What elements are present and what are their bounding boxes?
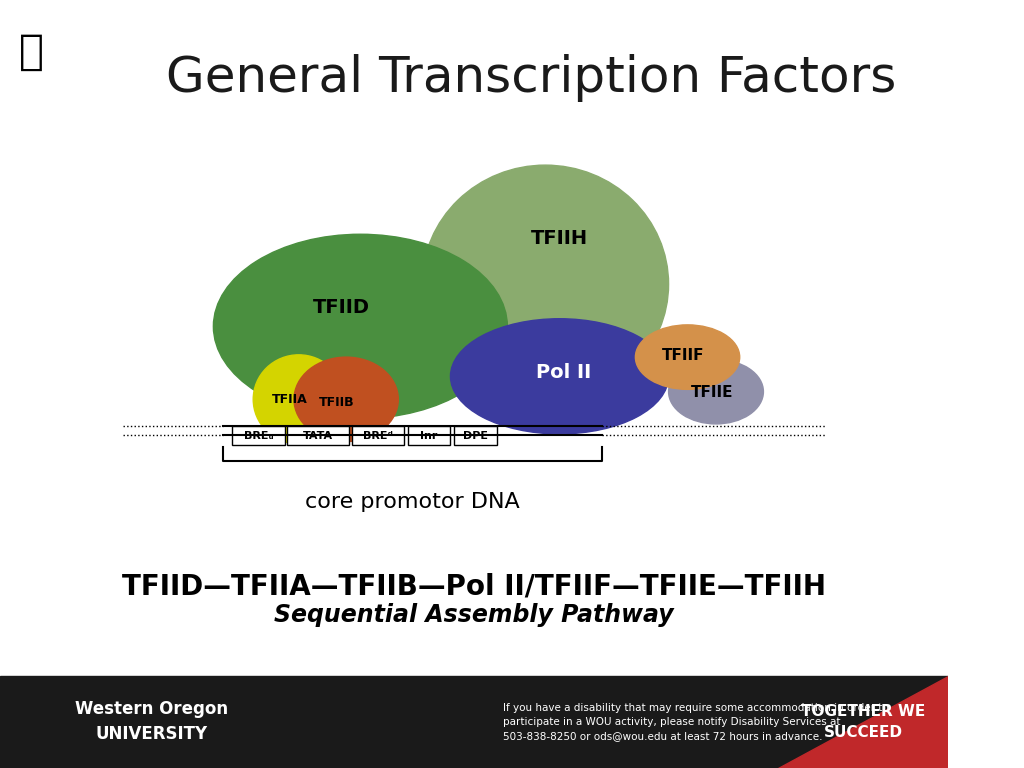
Text: core promotor DNA: core promotor DNA bbox=[305, 492, 520, 511]
Text: DPE: DPE bbox=[463, 431, 488, 441]
Ellipse shape bbox=[422, 165, 669, 403]
Ellipse shape bbox=[669, 359, 764, 424]
Text: TFIID—TFIIA—TFIIB—Pol II/TFIIF—TFIIE—TFIIH: TFIID—TFIIA—TFIIB—Pol II/TFIIF—TFIIE—TFI… bbox=[122, 572, 826, 600]
Ellipse shape bbox=[635, 325, 739, 389]
Text: Inr: Inr bbox=[421, 431, 438, 441]
Text: TFIID: TFIID bbox=[313, 298, 370, 316]
Ellipse shape bbox=[451, 319, 669, 434]
Text: TATA: TATA bbox=[303, 431, 333, 441]
Text: General Transcription Factors: General Transcription Factors bbox=[166, 54, 896, 102]
FancyBboxPatch shape bbox=[455, 426, 497, 445]
Polygon shape bbox=[777, 676, 948, 768]
Ellipse shape bbox=[213, 234, 507, 419]
FancyBboxPatch shape bbox=[408, 426, 451, 445]
Text: TFIIF: TFIIF bbox=[662, 348, 705, 363]
Text: 🧬: 🧬 bbox=[19, 31, 44, 73]
Text: If you have a disability that may require some accommodation in order to
partici: If you have a disability that may requir… bbox=[503, 703, 889, 741]
FancyBboxPatch shape bbox=[232, 426, 285, 445]
Text: TFIIH: TFIIH bbox=[531, 229, 588, 247]
Text: BREᵈ: BREᵈ bbox=[362, 431, 393, 441]
Bar bbox=[0, 676, 948, 768]
Ellipse shape bbox=[253, 355, 344, 444]
Text: TOGETHER WE
SUCCEED: TOGETHER WE SUCCEED bbox=[801, 704, 925, 740]
Text: Sequential Assembly Pathway: Sequential Assembly Pathway bbox=[274, 603, 674, 627]
Text: BREᵤ: BREᵤ bbox=[244, 431, 273, 441]
Text: TFIIE: TFIIE bbox=[690, 385, 733, 400]
Text: Pol II: Pol II bbox=[536, 363, 591, 382]
Ellipse shape bbox=[294, 357, 398, 442]
FancyBboxPatch shape bbox=[352, 426, 404, 445]
Text: Western Oregon
UNIVERSITY: Western Oregon UNIVERSITY bbox=[75, 700, 228, 743]
FancyBboxPatch shape bbox=[288, 426, 349, 445]
Text: TFIIA: TFIIA bbox=[272, 393, 308, 406]
Text: TFIIB: TFIIB bbox=[318, 396, 354, 409]
